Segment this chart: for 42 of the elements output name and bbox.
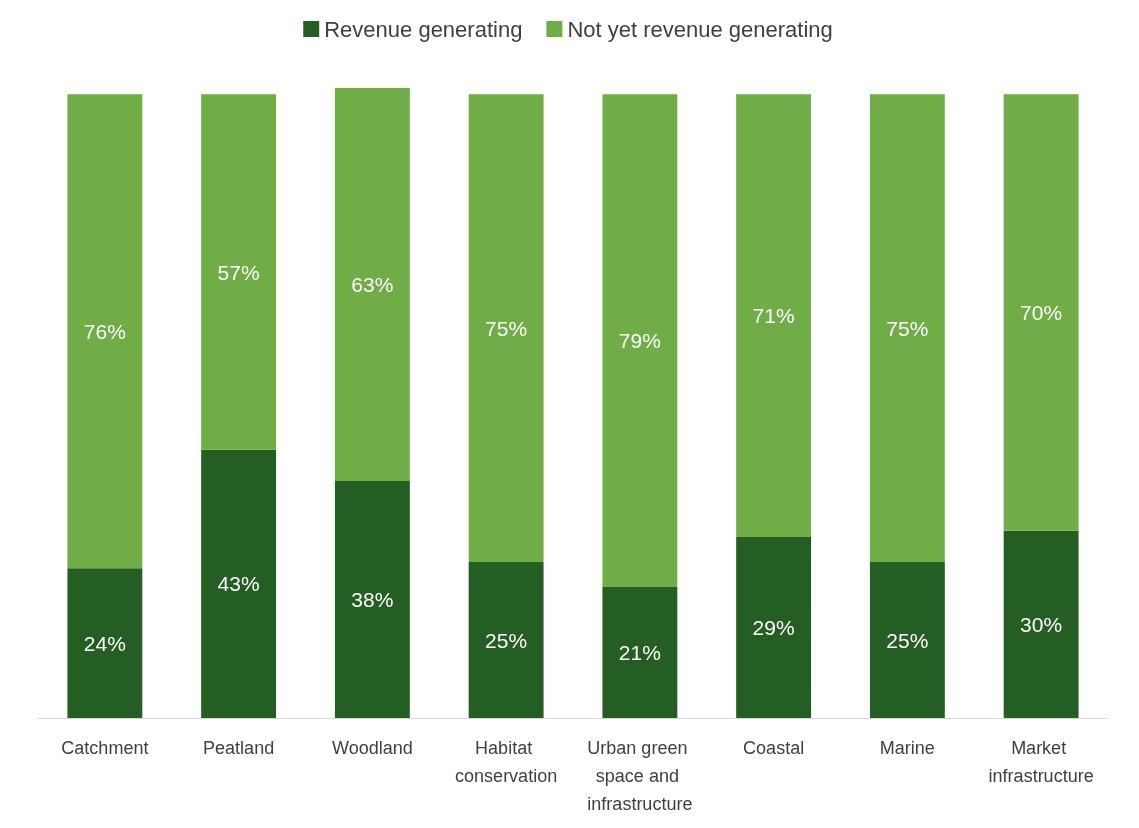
x-tick-label: Woodland xyxy=(332,738,413,758)
bar xyxy=(334,480,410,718)
bar xyxy=(67,568,143,718)
data-label: 76% xyxy=(83,319,126,343)
data-label: 24% xyxy=(83,631,126,655)
x-tick-label: Catchment xyxy=(61,738,149,758)
legend-label: Revenue generating xyxy=(324,16,523,42)
data-label: 71% xyxy=(752,304,795,328)
bar xyxy=(468,94,544,563)
data-label: 79% xyxy=(618,329,661,353)
bar xyxy=(1003,530,1079,718)
bar xyxy=(468,562,544,718)
data-label: 38% xyxy=(351,587,394,611)
data-label: 21% xyxy=(618,641,661,665)
data-label: 30% xyxy=(1020,612,1063,636)
bar xyxy=(869,94,945,563)
bar xyxy=(602,94,678,588)
bar xyxy=(201,449,277,718)
bar xyxy=(201,94,277,450)
bar xyxy=(67,94,143,569)
x-tick-label: Peatland xyxy=(203,738,275,758)
data-label: 75% xyxy=(485,316,528,340)
data-label: 57% xyxy=(217,260,260,284)
data-label: 63% xyxy=(351,272,394,296)
bar xyxy=(736,94,812,538)
x-tick-label: Coastal xyxy=(743,738,805,758)
data-label: 70% xyxy=(1020,301,1063,325)
x-tick-label: Marine xyxy=(879,738,935,758)
x-tick-label: Urban green space and infrastructure xyxy=(587,738,693,814)
bar xyxy=(1003,94,1079,531)
data-label: 25% xyxy=(485,628,528,652)
data-label: 75% xyxy=(886,316,929,340)
data-label: 25% xyxy=(886,628,929,652)
bar xyxy=(334,88,410,481)
x-tick-label: Habitat conservation xyxy=(455,738,558,786)
data-label: 29% xyxy=(752,616,795,640)
bar xyxy=(602,587,678,718)
legend-label: Not yet revenue generating xyxy=(567,16,833,42)
bar xyxy=(869,562,945,718)
data-label: 43% xyxy=(217,572,260,596)
x-tick-label: Market infrastructure xyxy=(988,738,1094,786)
bar xyxy=(736,537,812,718)
